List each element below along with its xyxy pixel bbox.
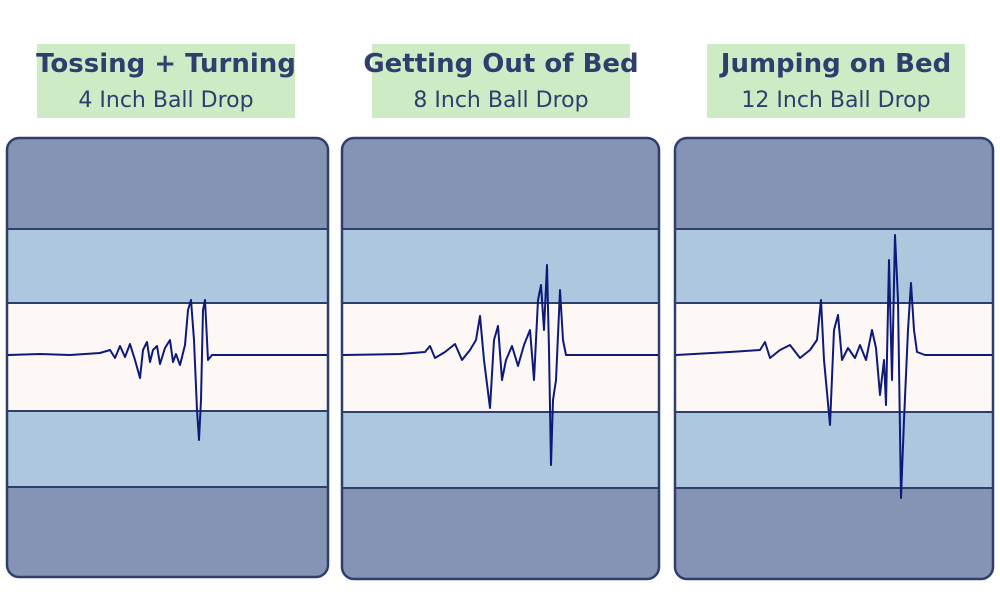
label-box — [37, 44, 295, 118]
label-box — [372, 44, 630, 118]
panel-border — [340, 136, 661, 581]
panel-subtitle: 12 Inch Ball Drop — [741, 88, 930, 113]
panel-subtitle: 4 Inch Ball Drop — [78, 88, 253, 113]
waveform — [675, 234, 992, 499]
waveform — [342, 264, 658, 466]
panel: Tossing + Turning 4 Inch Ball Drop — [5, 44, 330, 579]
panel: Jumping on Bed 12 Inch Ball Drop — [673, 44, 995, 581]
panel-title: Tossing + Turning — [36, 49, 296, 79]
panel-title: Getting Out of Bed — [363, 49, 638, 79]
waveform — [7, 299, 327, 441]
panel-title: Jumping on Bed — [719, 49, 951, 79]
panel: Getting Out of Bed 8 Inch Ball Drop — [340, 44, 661, 581]
panel-border — [5, 136, 330, 579]
mattress — [7, 138, 328, 577]
label-box — [707, 44, 965, 118]
panel-border — [673, 136, 995, 581]
mattress — [675, 138, 993, 579]
panel-subtitle: 8 Inch Ball Drop — [413, 88, 588, 113]
